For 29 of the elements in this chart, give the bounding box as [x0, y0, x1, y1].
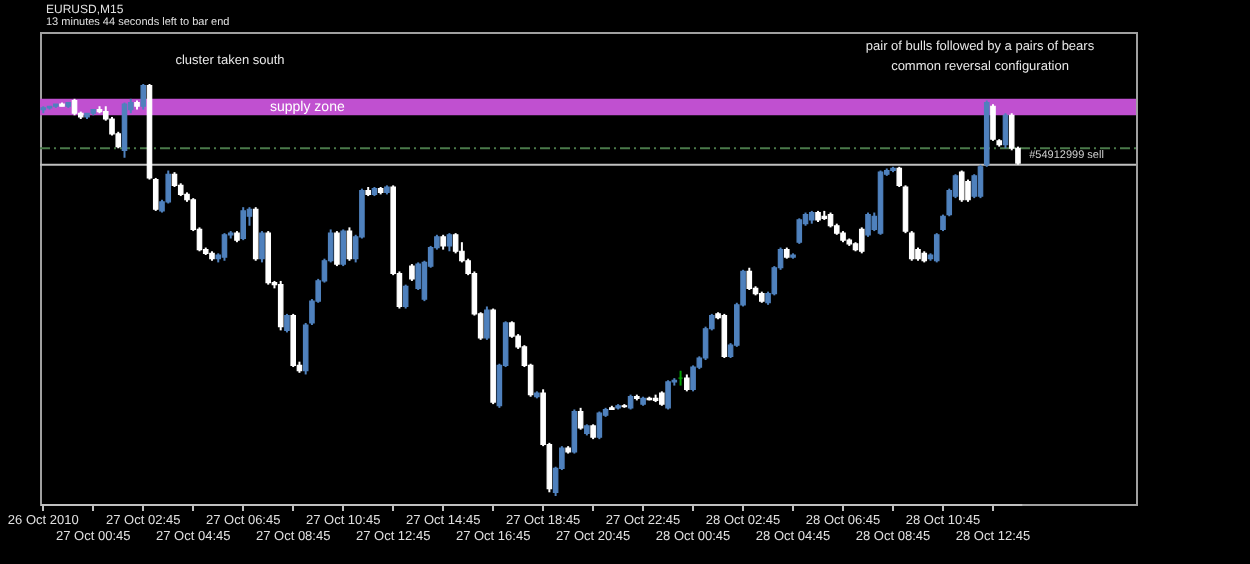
candlestick	[165, 169, 172, 205]
candlestick	[334, 230, 340, 268]
candlestick	[259, 230, 265, 264]
candlestick	[346, 226, 353, 262]
candlestick	[665, 379, 671, 411]
candlestick	[858, 226, 865, 255]
candlestick	[721, 312, 728, 359]
candlestick	[484, 305, 490, 341]
candlestick	[284, 312, 290, 334]
candlestick	[240, 206, 247, 242]
candlestick	[221, 232, 228, 262]
candlestick	[746, 266, 753, 291]
candlestick	[577, 406, 584, 431]
candlestick	[571, 408, 578, 455]
candlestick	[690, 364, 696, 393]
candlestick	[990, 103, 996, 142]
candlestick	[965, 178, 971, 203]
candlestick	[796, 217, 803, 245]
candlestick	[446, 232, 453, 253]
candlestick	[340, 228, 346, 268]
candlestick	[277, 279, 284, 332]
candlestick	[865, 211, 871, 238]
candlestick	[402, 283, 409, 310]
candlestick	[971, 173, 978, 200]
candlestick	[596, 410, 603, 441]
candlestick	[452, 232, 459, 255]
candlestick	[933, 232, 940, 264]
candlestick	[140, 83, 147, 111]
candlestick	[958, 169, 965, 203]
